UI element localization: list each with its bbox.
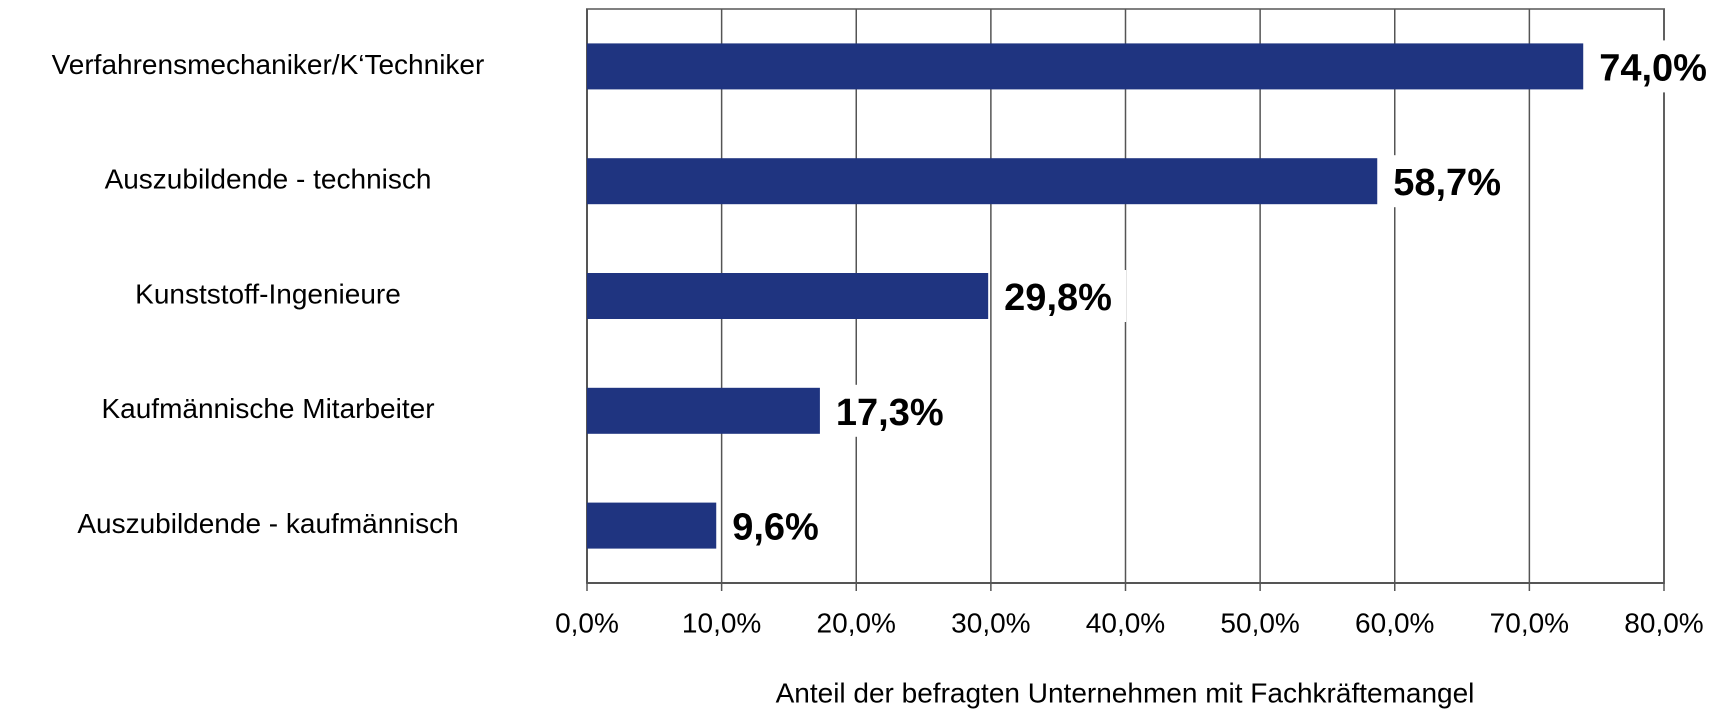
value-label-bg xyxy=(724,499,855,552)
x-tick-label: 80,0% xyxy=(1624,607,1703,638)
y-tick-label: Kaufmännische Mitarbeiter xyxy=(101,393,434,424)
y-tick-label: Auszubildende - kaufmännisch xyxy=(77,508,458,539)
y-tick-label: Auszubildende - technisch xyxy=(105,164,432,195)
bar xyxy=(587,273,989,319)
x-tick-label: 20,0% xyxy=(817,607,896,638)
bar xyxy=(587,502,717,549)
value-label-bg xyxy=(1385,155,1516,208)
x-tick-label: 10,0% xyxy=(682,607,761,638)
x-axis-title: Anteil der befragten Unternehmen mit Fac… xyxy=(776,677,1475,708)
value-label: 17,3% xyxy=(836,392,944,434)
x-tick-label: 60,0% xyxy=(1355,607,1434,638)
value-label: 29,8% xyxy=(1004,277,1112,319)
y-tick-label: Verfahrensmechaniker/K‘Techniker xyxy=(52,49,485,80)
value-label: 9,6% xyxy=(732,507,819,549)
value-label-bg xyxy=(1591,40,1722,93)
value-label-bg xyxy=(827,384,958,437)
bar xyxy=(587,158,1378,205)
bar xyxy=(587,43,1584,90)
x-tick-label: 30,0% xyxy=(951,607,1030,638)
value-label: 74,0% xyxy=(1599,47,1707,89)
x-tick-label: 40,0% xyxy=(1086,607,1165,638)
x-tick-label: 0,0% xyxy=(555,607,619,638)
x-tick-label: 50,0% xyxy=(1220,607,1299,638)
x-tick-label: 70,0% xyxy=(1490,607,1569,638)
value-label-bg xyxy=(996,270,1127,322)
bar xyxy=(587,387,820,434)
y-tick-label: Kunststoff-Ingenieure xyxy=(135,278,401,309)
value-label: 58,7% xyxy=(1393,162,1501,204)
